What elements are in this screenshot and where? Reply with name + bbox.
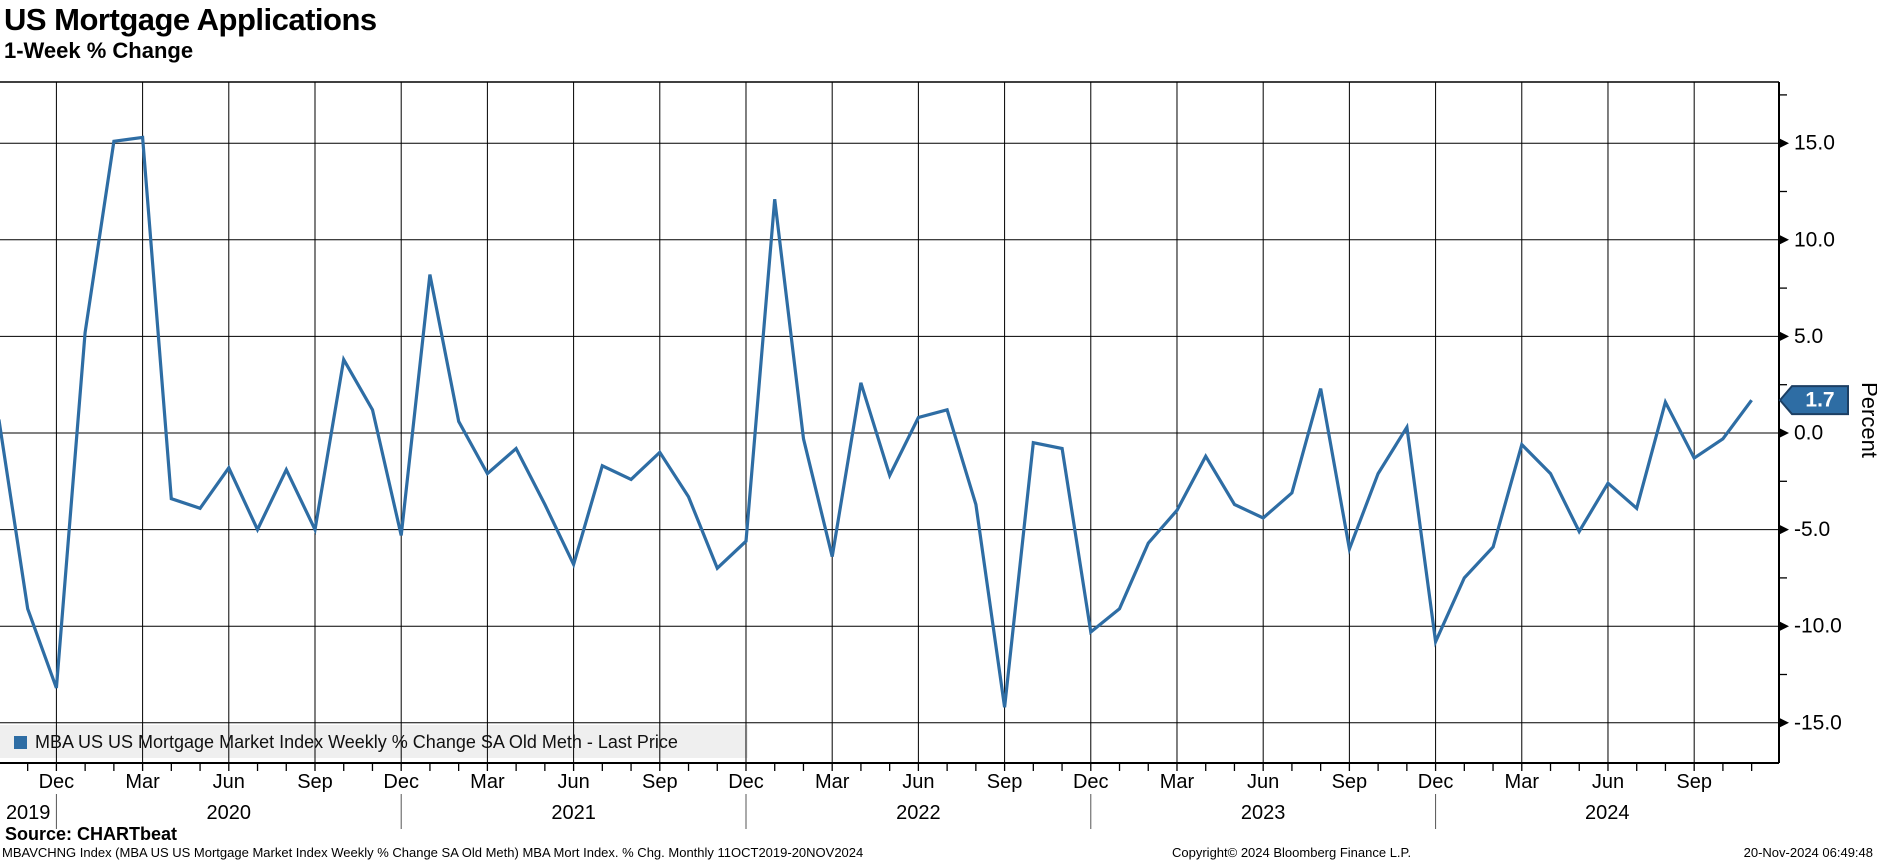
- y-major-tick-arrow: [1779, 524, 1789, 535]
- x-tick-label: Sep: [1332, 771, 1368, 793]
- footer-copyright: Copyright© 2024 Bloomberg Finance L.P.: [1172, 845, 1412, 860]
- page-subtitle: 1-Week % Change: [4, 38, 194, 63]
- series-line: [0, 135, 1753, 708]
- x-year-label: 2021: [551, 802, 596, 824]
- y-major-tick-arrow: [1779, 621, 1789, 632]
- x-year-label: 2023: [1241, 802, 1286, 824]
- y-tick-label: -5.0: [1794, 518, 1830, 541]
- x-year-label: 2022: [896, 802, 941, 824]
- footer-ticker-description: MBAVCHNG Index (MBA US US Mortgage Marke…: [2, 845, 864, 860]
- page-title: US Mortgage Applications: [4, 2, 377, 37]
- y-major-tick-arrow: [1779, 717, 1789, 728]
- y-major-tick-arrow: [1779, 331, 1789, 342]
- x-tick-label: Mar: [125, 771, 160, 793]
- x-tick-label: Sep: [987, 771, 1023, 793]
- x-tick-label: Jun: [1592, 771, 1624, 793]
- y-axis-title: Percent: [1857, 382, 1877, 458]
- x-tick-label: Sep: [1676, 771, 1712, 793]
- x-tick-label: Mar: [1160, 771, 1195, 793]
- y-tick-label: 15.0: [1794, 132, 1835, 155]
- x-tick-label: Jun: [557, 771, 589, 793]
- legend-series-swatch-icon: [14, 735, 27, 749]
- chart-legend: MBA US US Mortgage Market Index Weekly %…: [0, 726, 748, 758]
- x-tick-label: Sep: [642, 771, 678, 793]
- x-tick-label: Dec: [1418, 771, 1454, 793]
- source-line: Source: CHARTbeat: [5, 824, 178, 844]
- y-tick-label: -15.0: [1794, 711, 1842, 734]
- last-price-label: 1.7: [1805, 389, 1834, 412]
- y-tick-label: 10.0: [1794, 228, 1835, 251]
- x-tick-label: Mar: [815, 771, 850, 793]
- x-tick-label: Jun: [1247, 771, 1279, 793]
- x-year-label: 2019: [6, 802, 51, 824]
- y-tick-label: 0.0: [1794, 422, 1823, 445]
- x-year-label: 2020: [207, 802, 252, 824]
- last-price-badge: [1778, 385, 1849, 416]
- x-tick-label: Dec: [1073, 771, 1109, 793]
- legend-background: [0, 725, 748, 758]
- x-year-label: 2024: [1585, 802, 1630, 824]
- footer-timestamp: 20-Nov-2024 06:49:48: [1743, 845, 1873, 860]
- x-tick-label: Mar: [1505, 771, 1540, 793]
- x-tick-label: Sep: [297, 771, 333, 793]
- x-tick-label: Mar: [470, 771, 505, 793]
- x-tick-label: Jun: [213, 771, 245, 793]
- y-major-tick-arrow: [1779, 234, 1789, 245]
- x-tick-label: Dec: [39, 771, 75, 793]
- legend-series-label: MBA US US Mortgage Market Index Weekly %…: [35, 731, 678, 752]
- x-tick-label: Dec: [383, 771, 419, 793]
- y-tick-label: 5.0: [1794, 325, 1823, 348]
- y-major-tick-arrow: [1779, 428, 1789, 438]
- y-tick-label: -10.0: [1794, 615, 1842, 638]
- y-major-tick-arrow: [1779, 138, 1789, 149]
- x-tick-label: Jun: [902, 771, 934, 793]
- x-tick-label: Dec: [728, 771, 764, 793]
